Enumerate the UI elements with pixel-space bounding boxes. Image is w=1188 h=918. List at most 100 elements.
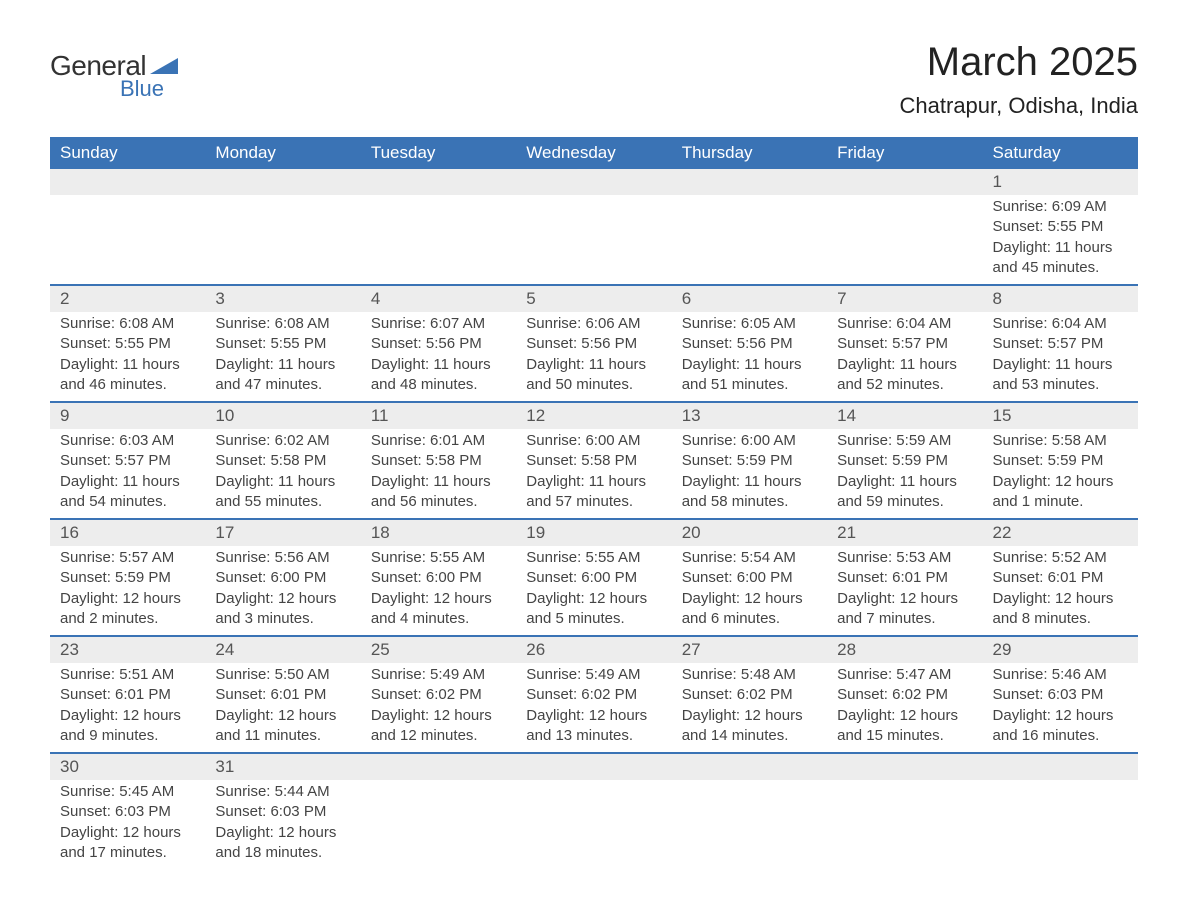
- logo: General Blue: [50, 50, 178, 102]
- day-data-cell: Sunrise: 5:51 AMSunset: 6:01 PMDaylight:…: [50, 663, 205, 753]
- daylight-line: Daylight: 11 hours and 54 minutes.: [60, 472, 195, 513]
- sunrise-line: Sunrise: 5:52 AM: [993, 548, 1128, 568]
- sunrise-line: Sunrise: 5:57 AM: [60, 548, 195, 568]
- day-number-cell: 15: [983, 402, 1138, 429]
- day-data-cell: Sunrise: 5:48 AMSunset: 6:02 PMDaylight:…: [672, 663, 827, 753]
- daylight-line: Daylight: 11 hours and 55 minutes.: [215, 472, 350, 513]
- data-row: Sunrise: 6:03 AMSunset: 5:57 PMDaylight:…: [50, 429, 1138, 519]
- day-data-cell: Sunrise: 5:45 AMSunset: 6:03 PMDaylight:…: [50, 780, 205, 869]
- day-data-cell: Sunrise: 5:55 AMSunset: 6:00 PMDaylight:…: [361, 546, 516, 636]
- day-data-cell: [672, 195, 827, 285]
- daylight-line: Daylight: 12 hours and 18 minutes.: [215, 823, 350, 864]
- day-data-cell: Sunrise: 6:05 AMSunset: 5:56 PMDaylight:…: [672, 312, 827, 402]
- daylight-line: Daylight: 12 hours and 1 minute.: [993, 472, 1128, 513]
- sunrise-line: Sunrise: 6:05 AM: [682, 314, 817, 334]
- day-number-cell: 12: [516, 402, 671, 429]
- day-data-cell: Sunrise: 5:58 AMSunset: 5:59 PMDaylight:…: [983, 429, 1138, 519]
- calendar-body: 1 Sunrise: 6:09 AMSunset: 5:55 PMDayligh…: [50, 169, 1138, 869]
- sunset-line: Sunset: 6:00 PM: [215, 568, 350, 588]
- sunset-line: Sunset: 6:02 PM: [526, 685, 661, 705]
- sunrise-line: Sunrise: 6:00 AM: [526, 431, 661, 451]
- day-number-cell: 4: [361, 285, 516, 312]
- day-data-cell: Sunrise: 5:44 AMSunset: 6:03 PMDaylight:…: [205, 780, 360, 869]
- sunrise-line: Sunrise: 6:09 AM: [993, 197, 1128, 217]
- sunset-line: Sunset: 6:00 PM: [682, 568, 817, 588]
- day-number-cell: 31: [205, 753, 360, 780]
- daylight-line: Daylight: 11 hours and 59 minutes.: [837, 472, 972, 513]
- sunset-line: Sunset: 5:57 PM: [837, 334, 972, 354]
- sunrise-line: Sunrise: 6:04 AM: [993, 314, 1128, 334]
- sunrise-line: Sunrise: 6:08 AM: [215, 314, 350, 334]
- day-data-cell: Sunrise: 6:00 AMSunset: 5:58 PMDaylight:…: [516, 429, 671, 519]
- daylight-line: Daylight: 12 hours and 13 minutes.: [526, 706, 661, 747]
- day-number-cell: 6: [672, 285, 827, 312]
- day-number-cell: 27: [672, 636, 827, 663]
- day-number-cell: [672, 753, 827, 780]
- day-number-cell: 23: [50, 636, 205, 663]
- day-number-cell: 30: [50, 753, 205, 780]
- sunset-line: Sunset: 5:56 PM: [526, 334, 661, 354]
- day-number-cell: [672, 169, 827, 195]
- day-number-cell: 24: [205, 636, 360, 663]
- daylight-line: Daylight: 11 hours and 57 minutes.: [526, 472, 661, 513]
- sunrise-line: Sunrise: 5:47 AM: [837, 665, 972, 685]
- sunrise-line: Sunrise: 5:48 AM: [682, 665, 817, 685]
- sunset-line: Sunset: 5:58 PM: [215, 451, 350, 471]
- day-number-cell: [516, 753, 671, 780]
- daylight-line: Daylight: 11 hours and 45 minutes.: [993, 238, 1128, 279]
- day-number-cell: 25: [361, 636, 516, 663]
- sunset-line: Sunset: 6:03 PM: [60, 802, 195, 822]
- day-number-cell: [50, 169, 205, 195]
- day-data-cell: Sunrise: 5:49 AMSunset: 6:02 PMDaylight:…: [361, 663, 516, 753]
- sunset-line: Sunset: 6:01 PM: [215, 685, 350, 705]
- logo-text-blue: Blue: [120, 76, 164, 102]
- day-number-cell: 8: [983, 285, 1138, 312]
- day-data-cell: Sunrise: 6:08 AMSunset: 5:55 PMDaylight:…: [50, 312, 205, 402]
- daylight-line: Daylight: 12 hours and 7 minutes.: [837, 589, 972, 630]
- logo-triangle-icon: [150, 54, 178, 79]
- day-number-cell: [827, 753, 982, 780]
- sunrise-line: Sunrise: 5:44 AM: [215, 782, 350, 802]
- sunrise-line: Sunrise: 5:54 AM: [682, 548, 817, 568]
- sunset-line: Sunset: 6:01 PM: [993, 568, 1128, 588]
- day-number-cell: 14: [827, 402, 982, 429]
- day-header: Thursday: [672, 137, 827, 169]
- day-number-cell: 2: [50, 285, 205, 312]
- daynum-row: 9101112131415: [50, 402, 1138, 429]
- daylight-line: Daylight: 12 hours and 16 minutes.: [993, 706, 1128, 747]
- sunrise-line: Sunrise: 6:06 AM: [526, 314, 661, 334]
- sunset-line: Sunset: 6:03 PM: [993, 685, 1128, 705]
- day-data-cell: Sunrise: 6:00 AMSunset: 5:59 PMDaylight:…: [672, 429, 827, 519]
- title-block: March 2025 Chatrapur, Odisha, India: [900, 40, 1138, 119]
- sunset-line: Sunset: 6:00 PM: [371, 568, 506, 588]
- daylight-line: Daylight: 11 hours and 52 minutes.: [837, 355, 972, 396]
- day-number-cell: 11: [361, 402, 516, 429]
- sunrise-line: Sunrise: 5:58 AM: [993, 431, 1128, 451]
- sunrise-line: Sunrise: 5:59 AM: [837, 431, 972, 451]
- day-data-cell: [361, 195, 516, 285]
- sunset-line: Sunset: 6:02 PM: [371, 685, 506, 705]
- daylight-line: Daylight: 11 hours and 58 minutes.: [682, 472, 817, 513]
- day-number-cell: [361, 169, 516, 195]
- day-data-cell: Sunrise: 5:53 AMSunset: 6:01 PMDaylight:…: [827, 546, 982, 636]
- sunset-line: Sunset: 5:55 PM: [215, 334, 350, 354]
- sunset-line: Sunset: 5:58 PM: [371, 451, 506, 471]
- day-number-cell: 26: [516, 636, 671, 663]
- daynum-row: 23242526272829: [50, 636, 1138, 663]
- day-data-cell: Sunrise: 5:46 AMSunset: 6:03 PMDaylight:…: [983, 663, 1138, 753]
- day-data-cell: [516, 195, 671, 285]
- sunrise-line: Sunrise: 5:49 AM: [371, 665, 506, 685]
- day-header: Tuesday: [361, 137, 516, 169]
- daylight-line: Daylight: 12 hours and 17 minutes.: [60, 823, 195, 864]
- calendar-table: SundayMondayTuesdayWednesdayThursdayFrid…: [50, 137, 1138, 869]
- sunrise-line: Sunrise: 6:08 AM: [60, 314, 195, 334]
- sunset-line: Sunset: 6:01 PM: [60, 685, 195, 705]
- day-number-cell: [361, 753, 516, 780]
- day-data-cell: [827, 195, 982, 285]
- day-header: Wednesday: [516, 137, 671, 169]
- daylight-line: Daylight: 11 hours and 51 minutes.: [682, 355, 817, 396]
- day-number-cell: [516, 169, 671, 195]
- day-number-cell: 10: [205, 402, 360, 429]
- sunrise-line: Sunrise: 6:02 AM: [215, 431, 350, 451]
- day-header: Friday: [827, 137, 982, 169]
